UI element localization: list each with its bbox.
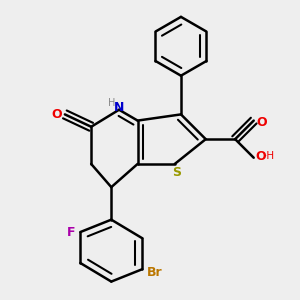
Text: O: O	[255, 150, 266, 163]
Text: ·H: ·H	[264, 151, 275, 161]
Text: O: O	[256, 116, 267, 129]
Text: O: O	[52, 108, 62, 121]
Text: F: F	[67, 226, 75, 238]
Text: S: S	[172, 166, 181, 179]
Text: H: H	[108, 98, 115, 108]
Text: N: N	[114, 101, 124, 114]
Text: Br: Br	[147, 266, 163, 279]
